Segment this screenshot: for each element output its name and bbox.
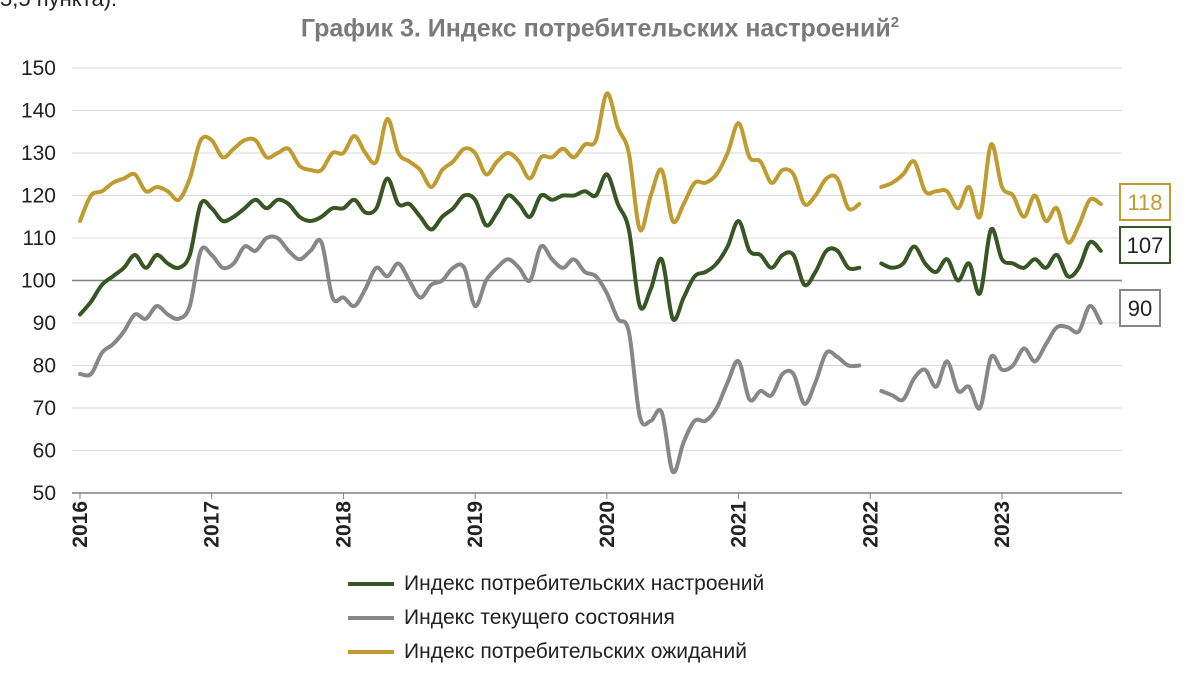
y-tick-label-150: 150: [21, 57, 56, 80]
series-line-sentiment-segment-2: [879, 226, 1103, 296]
y-tick-label-80: 80: [33, 355, 56, 378]
chart-title-text: График 3. Индекс потребительских настрое…: [300, 14, 891, 43]
series-line-current-state-segment-1: [78, 234, 862, 475]
legend-item-expectations: Индекс потребительских ожиданий: [348, 635, 764, 669]
y-tick-label-70: 70: [33, 397, 56, 420]
end-label-box-expectations: [1119, 183, 1171, 221]
series-line-expectations-segment-1: [78, 91, 862, 233]
x-tick-label-2023: 2023: [991, 501, 1014, 548]
end-label-box-sentiment: [1119, 226, 1171, 264]
y-tick-label-110: 110: [23, 227, 56, 250]
legend-item-current-state: Индекс текущего состояния: [348, 601, 764, 635]
y-tick-label-100: 100: [21, 270, 56, 293]
end-label-expectations: 118: [1127, 190, 1162, 215]
chart-legend: Индекс потребительских настроений Индекс…: [348, 567, 764, 669]
end-label-current-state: 90: [1128, 296, 1152, 321]
x-tick-label-2017: 2017: [201, 501, 224, 548]
legend-label-sentiment: Индекс потребительских настроений: [404, 572, 765, 595]
preceding-text-fragment: 5,5 пункта).: [0, 0, 117, 12]
x-tick-label-2022: 2022: [859, 501, 882, 548]
end-label-sentiment: 107: [1127, 233, 1164, 258]
series-line-sentiment-segment-1: [78, 172, 862, 322]
y-tick-label-60: 60: [33, 440, 56, 463]
end-label-box-current-state: [1119, 289, 1161, 327]
legend-item-sentiment: Индекс потребительских настроений: [348, 567, 764, 601]
x-tick-label-2019: 2019: [464, 501, 487, 548]
legend-swatch-expectations: [348, 650, 394, 654]
chart-title-footnote-mark: 2: [890, 14, 900, 31]
legend-swatch-sentiment: [348, 582, 394, 586]
x-tick-label-2018: 2018: [332, 501, 355, 548]
y-tick-label-90: 90: [33, 312, 56, 335]
x-tick-label-2016: 2016: [69, 501, 92, 548]
legend-swatch-current-state: [348, 616, 394, 620]
y-tick-label-50: 50: [33, 482, 56, 505]
legend-label-expectations: Индекс потребительских ожиданий: [404, 640, 747, 663]
x-tick-label-2021: 2021: [728, 501, 751, 548]
series-line-expectations-segment-2: [879, 142, 1103, 245]
y-tick-label-120: 120: [21, 185, 56, 208]
legend-label-current-state: Индекс текущего состояния: [404, 606, 675, 629]
chart-title: График 3. Индекс потребительских настрое…: [0, 14, 1200, 43]
series-line-current-state-segment-2: [879, 304, 1103, 411]
x-tick-label-2020: 2020: [596, 501, 619, 548]
y-tick-label-130: 130: [21, 142, 56, 165]
y-tick-label-140: 140: [21, 100, 56, 123]
